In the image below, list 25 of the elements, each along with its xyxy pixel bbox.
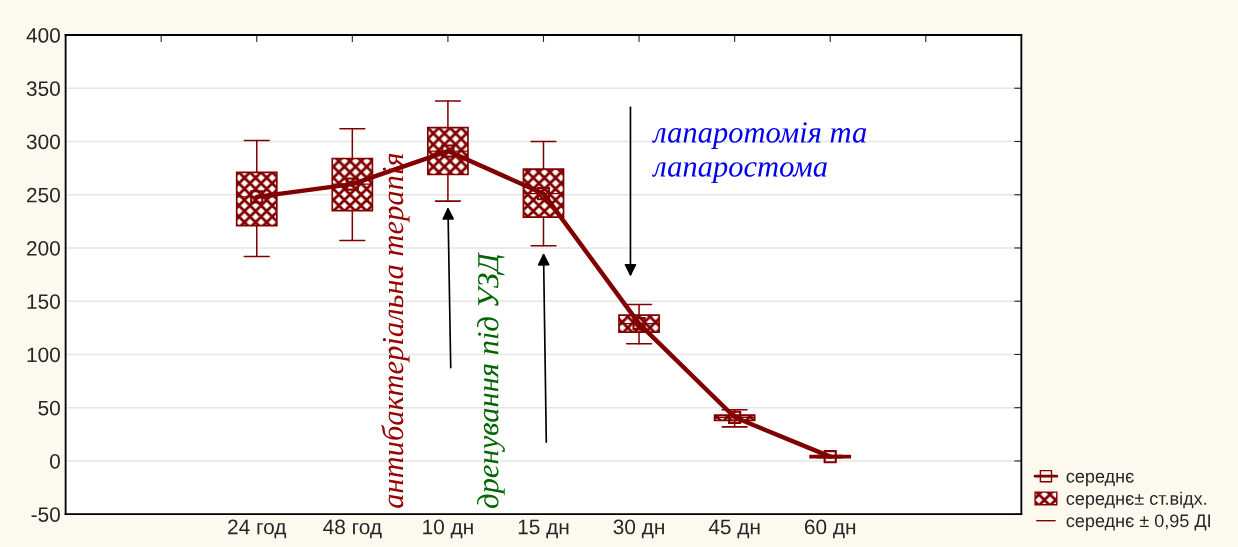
y-tick-label: 50 [38,400,60,416]
y-tick-label: 0 [49,453,60,469]
x-tick-label: 48 год [323,519,382,539]
x-tick-label: 15 дн [518,519,569,539]
legend-label: середнє± ст.відх. [1066,491,1207,509]
x-tick-label: 30 дн [613,519,664,539]
y-tick-label: 200 [27,240,60,256]
y-tick-label: 250 [27,187,60,203]
x-tick-label: 24 год [228,519,287,539]
point [823,450,837,464]
text: середнє ± 0,95 ДІ [1066,514,1210,531]
y-tick-label: 150 [27,294,60,309]
y-tick-label: 400 [26,28,60,43]
x-tick-label: 60 дн [804,519,856,539]
y-tick-label: -50 [31,507,60,522]
legend-label: середнє [1066,472,1134,487]
x-tick-label: 45 дн [708,519,760,539]
annotation: антибактеріальна терапія [381,153,410,508]
y-tick-label: 100 [27,347,60,363]
x-tick-label: 10 дн [423,519,473,539]
annotation: лапаротомія та лапаростома [651,122,867,184]
y-tick-label: 300 [26,134,60,150]
annotation: дренування під УЗД [477,251,505,508]
y-tick-label: 350 [26,81,60,96]
point [728,410,742,424]
